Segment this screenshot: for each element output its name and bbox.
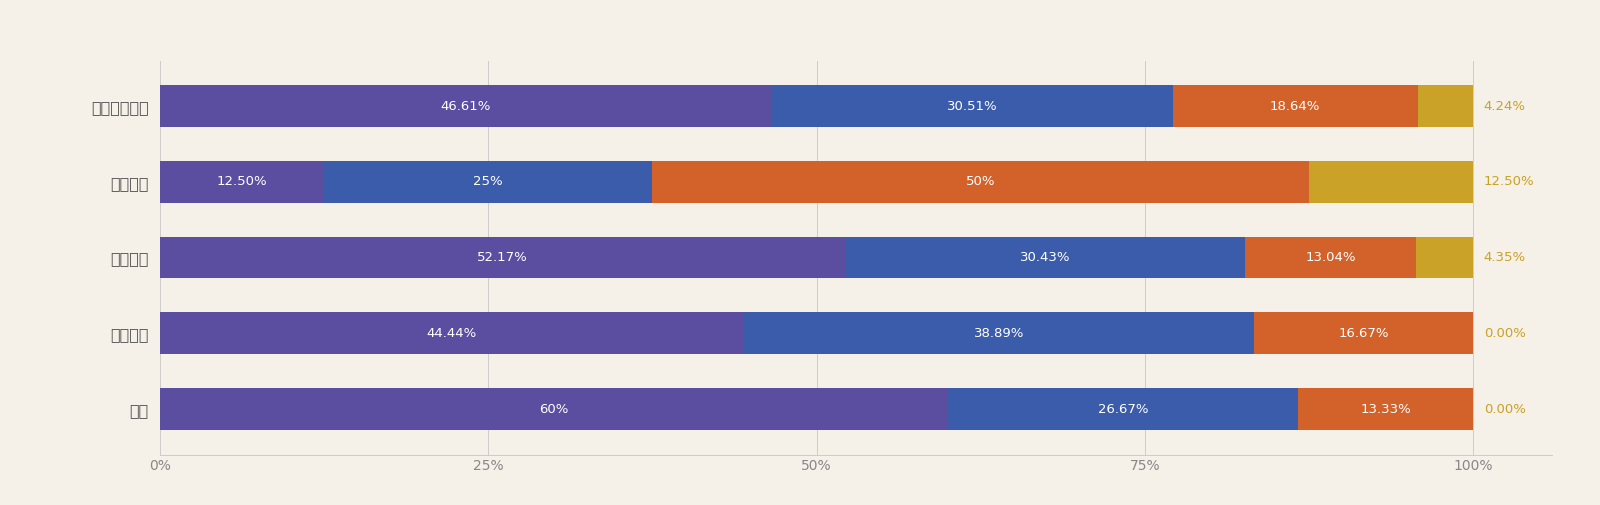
Text: 60%: 60% bbox=[539, 402, 568, 416]
Text: 38.89%: 38.89% bbox=[974, 327, 1024, 340]
Bar bbox=[744, 313, 1254, 354]
Text: 12.50%: 12.50% bbox=[1483, 175, 1534, 188]
Bar bbox=[160, 313, 744, 354]
Bar bbox=[1245, 237, 1416, 278]
Text: 13.33%: 13.33% bbox=[1360, 402, 1411, 416]
Bar bbox=[653, 161, 1309, 203]
Bar bbox=[325, 161, 653, 203]
Text: 30.51%: 30.51% bbox=[947, 99, 998, 113]
Text: 52.17%: 52.17% bbox=[477, 251, 528, 264]
Bar bbox=[1254, 313, 1474, 354]
Text: 16.67%: 16.67% bbox=[1339, 327, 1389, 340]
Bar bbox=[1173, 85, 1418, 127]
Text: 25%: 25% bbox=[474, 175, 502, 188]
Text: 46.61%: 46.61% bbox=[442, 99, 491, 113]
Text: 18.64%: 18.64% bbox=[1270, 99, 1320, 113]
Text: 12.50%: 12.50% bbox=[216, 175, 267, 188]
Text: 0.00%: 0.00% bbox=[1483, 402, 1525, 416]
Text: 26.67%: 26.67% bbox=[1098, 402, 1149, 416]
Bar bbox=[1416, 237, 1474, 278]
Text: 13.04%: 13.04% bbox=[1306, 251, 1355, 264]
Text: 4.24%: 4.24% bbox=[1483, 99, 1526, 113]
Bar bbox=[773, 85, 1173, 127]
Bar bbox=[1298, 388, 1474, 430]
Text: 30.43%: 30.43% bbox=[1019, 251, 1070, 264]
Text: 44.44%: 44.44% bbox=[427, 327, 477, 340]
Bar bbox=[160, 388, 947, 430]
Bar bbox=[845, 237, 1245, 278]
Text: 0.00%: 0.00% bbox=[1483, 327, 1525, 340]
Text: 50%: 50% bbox=[966, 175, 995, 188]
Bar bbox=[1418, 85, 1474, 127]
Bar bbox=[1309, 161, 1474, 203]
Bar bbox=[160, 237, 845, 278]
Bar bbox=[160, 85, 773, 127]
Bar bbox=[947, 388, 1298, 430]
Bar bbox=[160, 161, 325, 203]
Text: 4.35%: 4.35% bbox=[1483, 251, 1526, 264]
